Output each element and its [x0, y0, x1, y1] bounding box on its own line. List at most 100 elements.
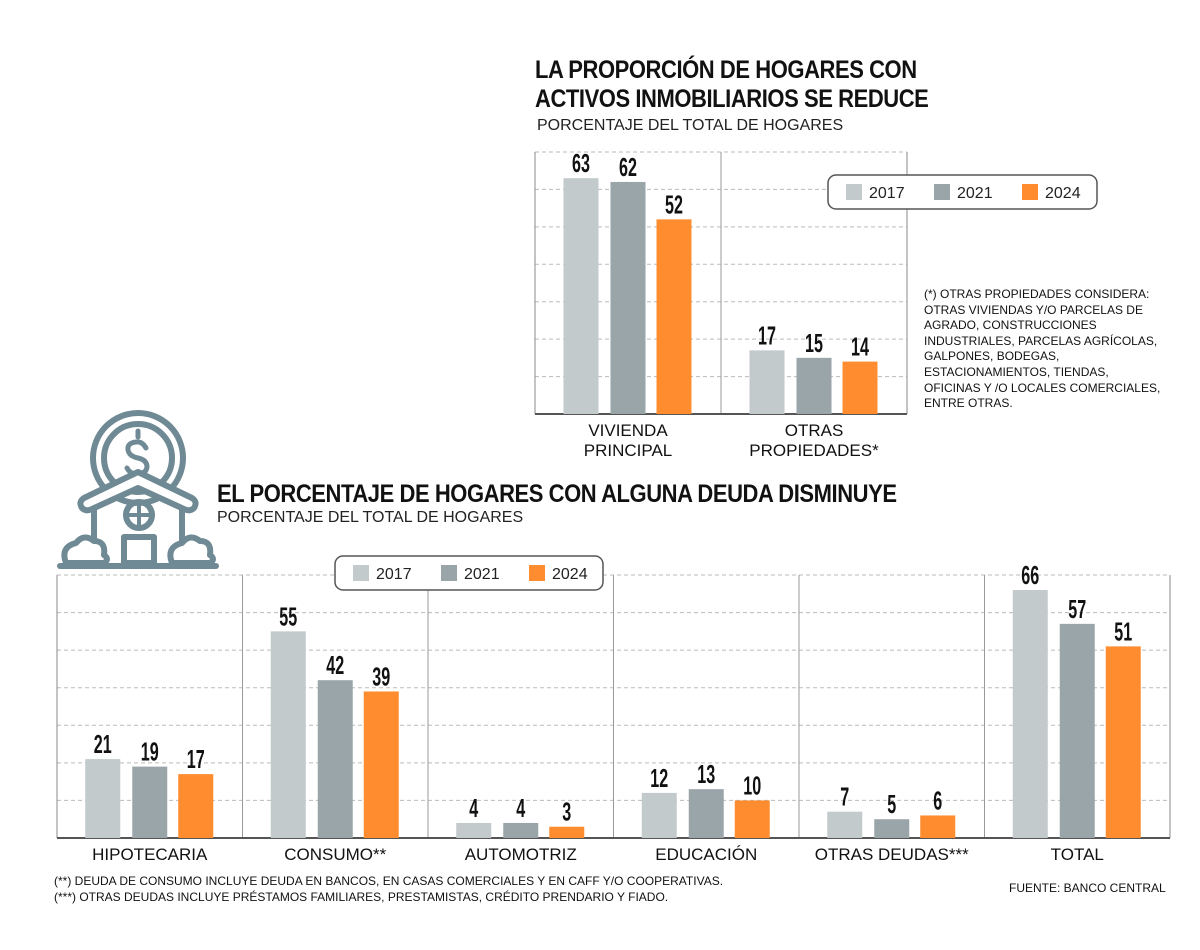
footnote-line: AGRADO, CONSTRUCCIONES: [924, 318, 1097, 333]
bar-2017: [85, 759, 121, 838]
value-label: 4: [516, 793, 525, 823]
bar-2017: [270, 631, 306, 838]
category-label: CONSUMO**: [243, 845, 429, 865]
top-chart-footnote: (*) OTRAS PROPIEDADES CONSIDERA: OTRAS VI…: [924, 287, 1160, 412]
value-label: 13: [697, 759, 715, 789]
value-label: 52: [665, 189, 683, 219]
value-label: 6: [933, 785, 942, 815]
value-label: 17: [187, 744, 205, 774]
category-label: HIPOTECARIA: [57, 845, 243, 865]
value-label: 51: [1114, 616, 1132, 646]
legend-box: [334, 555, 604, 591]
house-with-dollar-coin-icon: [57, 410, 219, 569]
bar-2017: [563, 178, 599, 414]
bar-2021: [610, 181, 646, 414]
footnote-otras-deudas: (***) OTRAS DEUDAS INCLUYE PRÉSTAMOS FAM…: [54, 889, 669, 904]
bar-2017: [1012, 590, 1048, 838]
legend-swatch-2017: [353, 565, 369, 581]
value-label: 57: [1068, 594, 1086, 624]
bar-2024: [920, 815, 956, 838]
legend-swatch-2021: [934, 184, 950, 200]
legend-swatch-2017: [846, 184, 862, 200]
footnote-line: GALPONES, BODEGAS,: [924, 349, 1060, 364]
legend-label: 2021: [464, 566, 500, 583]
footnote-line: INDUSTRIALES, PARCELAS AGRÍCOLAS,: [924, 333, 1158, 348]
bar-2024: [842, 361, 878, 414]
value-label: 3: [562, 797, 571, 827]
legend-box: [827, 174, 1098, 210]
bar-2017: [456, 822, 492, 838]
category-label-line: TOTAL: [1050, 845, 1104, 864]
footnote-line: ENTRE OTRAS.: [924, 396, 1013, 411]
bar-2024: [178, 774, 214, 838]
bar-2021: [796, 357, 832, 414]
legend-swatch-2024: [529, 565, 545, 581]
category-label-line: CONSUMO**: [284, 845, 387, 864]
category-label: AUTOMOTRIZ: [428, 845, 614, 865]
category-label-line: OTRAS: [784, 421, 844, 440]
category-label-line: OTRAS DEUDAS***: [814, 845, 969, 864]
legend-swatch-2021: [441, 565, 457, 581]
legend-label: 2017: [869, 185, 905, 202]
footnote-line: ESTACIONAMIENTOS, TIENDAS,: [924, 364, 1109, 379]
bar-2021: [1059, 623, 1095, 838]
value-label: 42: [326, 650, 344, 680]
bar-2021: [132, 766, 168, 838]
category-label: OTRAS PROPIEDADES*: [721, 421, 907, 461]
top-title-line-1: LA PROPORCIÓN DE HOGARES CON: [535, 56, 917, 84]
value-label: 10: [743, 770, 761, 800]
bar-2021: [503, 822, 539, 838]
value-label: 12: [650, 763, 668, 793]
legend-swatch-2024: [1022, 184, 1038, 200]
bar-2017: [749, 350, 785, 414]
value-label: 15: [805, 328, 823, 358]
footnote-consumo: (**) DEUDA DE CONSUMO INCLUYE DEUDA EN B…: [54, 874, 724, 888]
top-chart-title: LA PROPORCIÓN DE HOGARES CON ACTIVOS INM…: [535, 56, 929, 114]
top-chart-subtitle: PORCENTAJE DEL TOTAL DE HOGARES: [537, 117, 844, 134]
category-label-line: AUTOMOTRIZ: [464, 845, 577, 864]
category-label: TOTAL: [985, 845, 1171, 865]
footnote-line: (*) OTRAS PROPIEDADES CONSIDERA:: [924, 287, 1150, 301]
bar-2017: [641, 792, 677, 838]
legend-label: 2024: [1045, 185, 1081, 202]
category-label: OTRAS DEUDAS***: [799, 845, 985, 865]
bar-2024: [734, 800, 770, 838]
bottom-chart-title: EL PORCENTAJE DE HOGARES CON ALGUNA DEUD…: [217, 480, 897, 508]
bar-2024: [1105, 646, 1141, 838]
bar-2024: [656, 219, 692, 414]
bar-2017: [827, 811, 863, 838]
value-label: 17: [758, 320, 776, 350]
footnote-line: OTRAS VIVIENDAS Y/O PARCELAS DE: [924, 302, 1143, 317]
value-label: 62: [619, 152, 637, 182]
value-label: 7: [840, 782, 849, 812]
value-label: 21: [94, 729, 112, 759]
value-label: 4: [469, 793, 478, 823]
value-label: 63: [572, 148, 590, 178]
bar-2021: [688, 789, 724, 838]
category-label-line: EDUCACIÓN: [655, 845, 758, 864]
bar-2021: [874, 819, 910, 838]
value-label: 14: [851, 332, 869, 362]
category-label-line: HIPOTECARIA: [92, 845, 208, 864]
value-label: 55: [279, 601, 297, 631]
bottom-footnotes: (**) DEUDA DE CONSUMO INCLUYE DEUDA EN B…: [54, 874, 723, 905]
category-label-line: PRINCIPAL: [583, 441, 673, 460]
category-label-line: VIVIENDA: [588, 421, 668, 440]
legend-label: 2017: [376, 566, 412, 583]
value-label: 39: [372, 661, 390, 691]
footnote-line: OFICINAS Y /O LOCALES COMERCIALES,: [924, 380, 1161, 395]
value-label: 66: [1021, 560, 1039, 590]
bottom-chart-subtitle: PORCENTAJE DEL TOTAL DE HOGARES: [217, 509, 524, 526]
bar-2021: [317, 680, 353, 838]
category-label: EDUCACIÓN: [614, 845, 800, 865]
chart-1: 21 55 4 12 7 66 19 42 4 13 5 57 17 39 3 10 6 51 2017 2021 20…: [56, 555, 1171, 839]
category-label: VIVIENDA PRINCIPAL: [535, 421, 721, 461]
legend-label: 2024: [552, 566, 588, 583]
bar-2024: [549, 826, 585, 838]
chart-0: 63 17 62 15 52 14 2017 2021 2024: [534, 148, 1098, 415]
category-label-line: PROPIEDADES*: [749, 441, 879, 460]
bar-2024: [363, 691, 399, 838]
source-note: FUENTE: BANCO CENTRAL: [1009, 881, 1166, 895]
